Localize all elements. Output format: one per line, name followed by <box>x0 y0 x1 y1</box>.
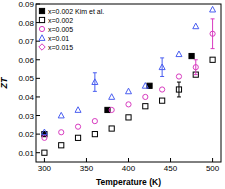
point <box>160 87 165 92</box>
y-tick <box>36 78 40 79</box>
point <box>126 88 132 94</box>
error-bar <box>178 82 179 97</box>
y-tick-label: 0.05 <box>18 74 34 83</box>
point <box>210 6 216 12</box>
error-cap <box>211 18 215 19</box>
point <box>59 130 64 135</box>
y-tick <box>36 115 40 116</box>
y-tick-label: 0.01 <box>18 149 34 158</box>
y-tick-label: 0.04 <box>18 93 34 102</box>
y-tick-label: 0.08 <box>18 19 34 28</box>
y-tick-label: 0.03 <box>18 112 34 121</box>
legend-label: x=0.01 <box>48 35 69 42</box>
legend-marker <box>39 17 44 22</box>
point <box>42 150 47 155</box>
y-tick <box>36 96 40 97</box>
legend-marker <box>39 35 45 41</box>
point <box>42 135 47 140</box>
x-tick-label: 450 <box>164 164 178 173</box>
x-tick <box>170 158 171 162</box>
point <box>143 94 148 99</box>
x-tick-label: 300 <box>38 164 52 173</box>
legend-label: x=0.015 <box>48 44 73 51</box>
y-tick <box>36 59 40 60</box>
error-bar <box>94 73 95 92</box>
y-axis-label: ZT <box>0 76 9 89</box>
error-cap <box>93 91 97 92</box>
error-cap <box>177 82 181 83</box>
point <box>176 74 181 79</box>
error-cap <box>160 57 164 58</box>
point <box>193 65 198 70</box>
point <box>160 98 165 103</box>
point <box>159 64 165 70</box>
error-cap <box>177 96 181 97</box>
y-tick <box>36 4 40 5</box>
y-tick-label: 0.09 <box>18 0 34 9</box>
legend-marker <box>39 8 44 13</box>
point <box>143 104 148 109</box>
x-tick <box>128 158 129 162</box>
error-cap <box>211 48 215 49</box>
x-tick-label: 500 <box>206 164 220 173</box>
y-tick-label: 0.02 <box>18 130 34 139</box>
x-tick-label: 350 <box>80 164 94 173</box>
error-bar <box>195 60 196 75</box>
point <box>193 23 199 29</box>
point <box>58 112 64 118</box>
legend: x=0.002 Kim et al. x=0.002 x=0.005 x=0.01 x=… <box>39 8 104 51</box>
x-tick <box>86 158 87 162</box>
point <box>176 87 181 92</box>
point <box>59 143 64 148</box>
point <box>75 135 80 140</box>
y-tick-label: 0.06 <box>18 56 34 65</box>
point <box>189 53 194 58</box>
point <box>109 126 114 131</box>
point <box>41 129 47 135</box>
point <box>75 124 80 129</box>
legend-marker <box>39 44 45 50</box>
point <box>126 102 131 107</box>
plot-frame <box>36 4 221 162</box>
point <box>176 51 182 57</box>
point <box>75 107 81 113</box>
point <box>92 79 98 85</box>
error-cap <box>194 74 198 75</box>
x-axis-label: Temperature (K) <box>96 177 161 187</box>
chart: 300 350 400 450 500 0.01 0.02 0.03 0.04 0.05 0.06 0… <box>0 0 225 189</box>
point <box>210 31 215 36</box>
error-cap <box>160 76 164 77</box>
legend-label: x=0.002 Kim et al. <box>48 8 104 15</box>
x-tick <box>212 158 213 162</box>
plot-marks <box>41 6 215 155</box>
point <box>142 83 148 89</box>
point <box>109 107 114 112</box>
y-tick <box>36 134 40 135</box>
error-cap <box>93 72 97 73</box>
error-bar <box>162 58 163 77</box>
legend-label: x=0.005 <box>48 26 73 33</box>
legend-marker <box>39 26 44 31</box>
point <box>92 119 97 124</box>
error-bar <box>212 19 213 49</box>
y-tick-label: 0.07 <box>18 37 34 46</box>
x-tick <box>44 158 45 162</box>
error-cap <box>194 59 198 60</box>
legend-label: x=0.002 <box>48 17 73 24</box>
point <box>109 94 115 100</box>
point <box>210 57 215 62</box>
point <box>126 115 131 120</box>
y-tick <box>36 152 40 153</box>
point <box>92 132 97 137</box>
x-tick-label: 400 <box>122 164 136 173</box>
